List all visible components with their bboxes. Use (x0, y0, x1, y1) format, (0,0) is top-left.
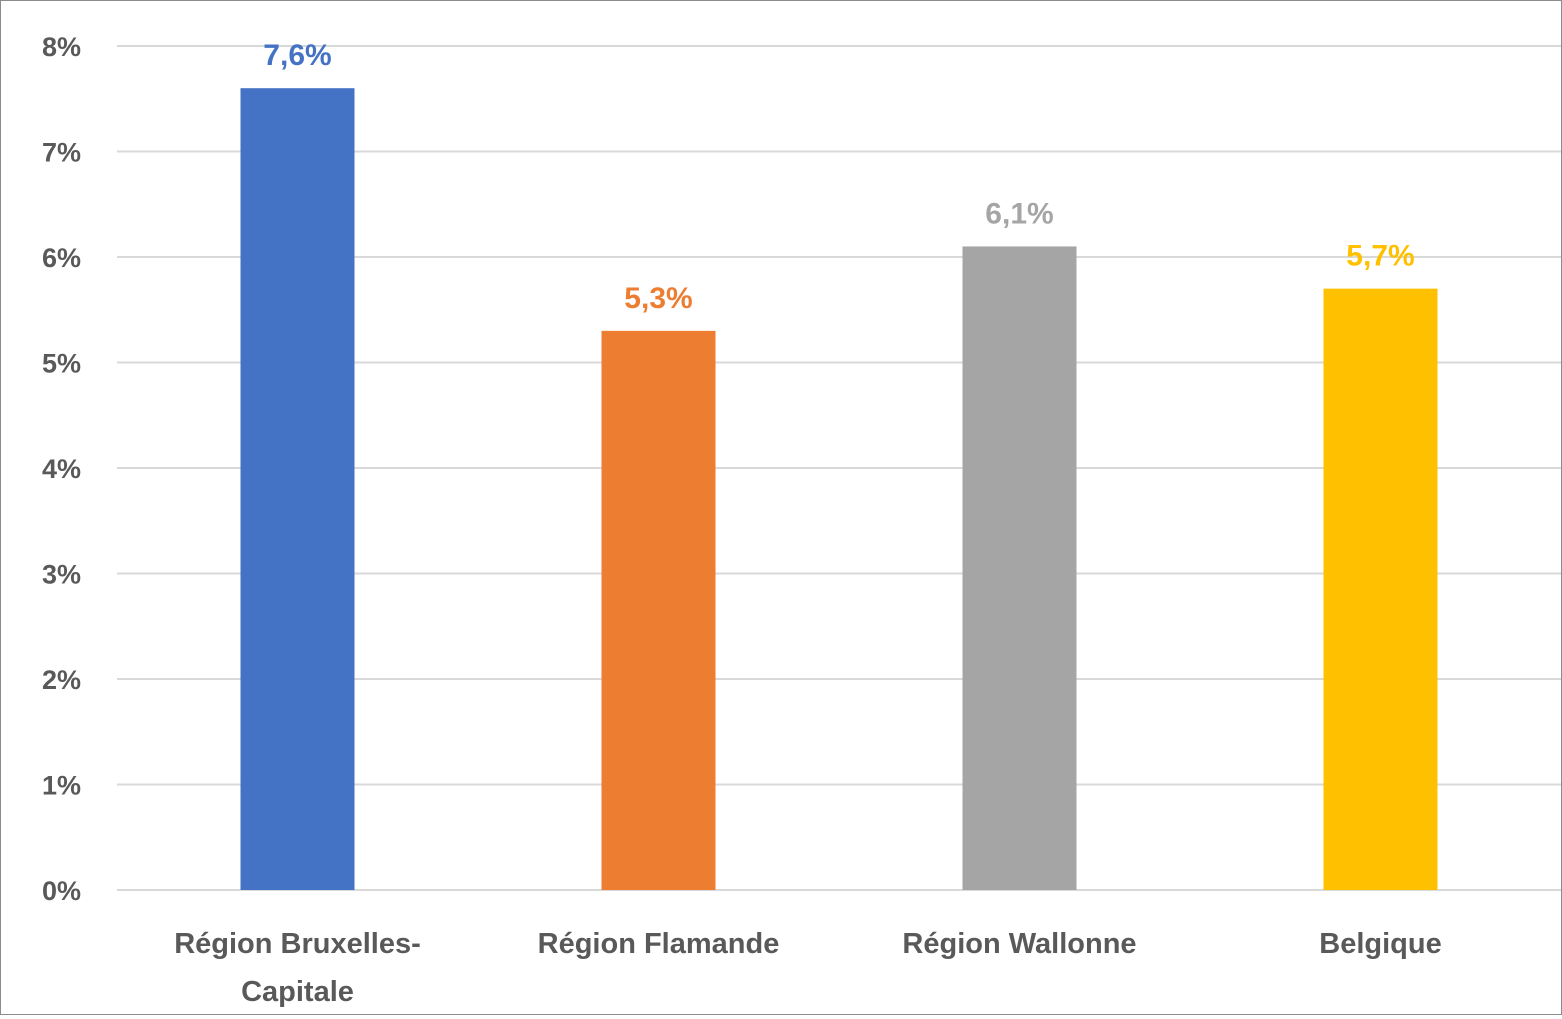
category-label-0-line-0: Région Bruxelles- (174, 928, 421, 960)
category-label-3: Belgique (1319, 928, 1441, 960)
category-labels: Région Bruxelles- Capitale Région Flamande… (174, 928, 1442, 1008)
y-tick-label-1: 1% (42, 771, 81, 801)
y-tick-label-0: 0% (42, 876, 81, 906)
y-tick-label-2: 2% (42, 665, 81, 695)
category-label-2: Région Wallonne (902, 928, 1136, 960)
category-label-1-line-0: Région Flamande (538, 928, 780, 960)
bar-2 (962, 246, 1077, 890)
category-label-3-line-0: Belgique (1319, 928, 1441, 960)
y-tick-label-4: 4% (42, 454, 81, 484)
data-label-3: 5,7% (1346, 240, 1414, 273)
data-label-0: 7,6% (263, 39, 331, 72)
y-tick-label-6: 6% (42, 243, 81, 273)
category-label-0-line-1: Capitale (241, 976, 354, 1008)
category-label-2-line-0: Région Wallonne (902, 928, 1136, 960)
y-axis-tick-labels: 0% 1% 2% 3% 4% 5% 6% 7% 8% (42, 32, 81, 906)
category-label-1: Région Flamande (538, 928, 780, 960)
data-label-2: 6,1% (985, 197, 1053, 230)
bar-1 (601, 330, 716, 891)
y-tick-label-7: 7% (42, 138, 81, 168)
data-label-1: 5,3% (624, 282, 692, 315)
data-labels: 7,6% 5,3% 6,1% 5,7% (263, 39, 1414, 315)
y-tick-label-5: 5% (42, 349, 81, 379)
category-label-0: Région Bruxelles- Capitale (174, 928, 421, 1008)
bar-3 (1323, 288, 1438, 890)
bar-0 (240, 88, 355, 890)
gridlines (117, 45, 1561, 891)
bars (240, 88, 1438, 891)
y-tick-label-8: 8% (42, 32, 81, 62)
y-tick-label-3: 3% (42, 560, 81, 590)
